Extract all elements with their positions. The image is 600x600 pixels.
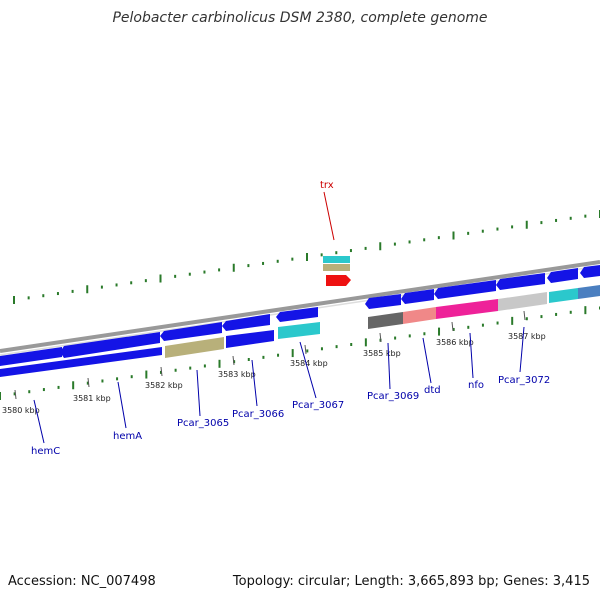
trx-label-line <box>323 191 335 241</box>
gene-feature-lower-3[interactable] <box>226 330 274 348</box>
gene-feature-upper-4[interactable] <box>222 314 270 331</box>
backbone-line-outer <box>0 260 600 353</box>
gene-label-hemA[interactable]: hemA <box>113 431 142 442</box>
genome-summary-text: Topology: circular; Length: 3,665,893 bp… <box>232 574 590 589</box>
kbp-label-3584: 3584 kbp <box>290 359 328 368</box>
gene-feature-cyan-2[interactable] <box>549 288 578 303</box>
gene-feature-upper-11[interactable] <box>580 265 600 278</box>
gene-feature-gray[interactable] <box>368 312 403 329</box>
gene-feature-lightgray[interactable] <box>498 292 547 311</box>
gene-label-Pcar_3072[interactable]: Pcar_3072 <box>498 375 550 386</box>
figure-title: Pelobacter carbinolicus DSM 2380, comple… <box>112 10 488 26</box>
trx-red-arrow[interactable] <box>326 275 351 286</box>
gene-label-Pcar_3067[interactable]: Pcar_3067 <box>292 400 344 411</box>
gene-feature-salmon[interactable] <box>403 307 436 324</box>
trx-cyan-box[interactable] <box>323 256 350 263</box>
kbp-label-3580: 3580 kbp <box>2 406 40 415</box>
trx-stack <box>323 191 351 286</box>
lower-strand-genes <box>0 285 600 377</box>
kbp-label-3582: 3582 kbp <box>145 381 183 390</box>
accession-text: Accession: NC_007498 <box>8 574 156 589</box>
gene-feature-cyan[interactable] <box>278 322 320 339</box>
kbp-label-3581: 3581 kbp <box>73 394 111 403</box>
lower-tick-track <box>0 306 600 400</box>
gene-label-trx[interactable]: trx <box>320 180 334 191</box>
gene-feature-pink[interactable] <box>436 299 498 319</box>
gene-feature-lower-olive[interactable] <box>165 337 224 358</box>
gene-feature-upper-6[interactable] <box>365 294 401 309</box>
gene-label-dtd[interactable]: dtd <box>424 385 441 396</box>
gene-feature-upper-5[interactable] <box>276 307 318 322</box>
gene-feature-lower-1[interactable] <box>0 347 162 377</box>
gene-label-lines <box>33 326 525 444</box>
gene-label-Pcar_3066[interactable]: Pcar_3066 <box>232 409 284 420</box>
gene-feature-upper-3[interactable] <box>160 322 222 341</box>
gene-feature-upper-8[interactable] <box>434 280 496 299</box>
gene-label-Pcar_3069[interactable]: Pcar_3069 <box>367 391 419 402</box>
gene-label-hemC[interactable]: hemC <box>31 446 60 457</box>
kbp-label-3586: 3586 kbp <box>436 338 474 347</box>
gene-feature-upper-9[interactable] <box>496 273 545 290</box>
gene-feature-upper-2[interactable] <box>60 332 160 358</box>
gene-feature-upper-10[interactable] <box>547 268 578 283</box>
trx-olive-box[interactable] <box>323 264 350 271</box>
gene-feature-upper-1[interactable] <box>0 347 62 366</box>
kbp-ticks <box>14 310 526 400</box>
kbp-label-3587: 3587 kbp <box>508 332 546 341</box>
gene-label-nfo[interactable]: nfo <box>468 380 484 391</box>
kbp-label-3585: 3585 kbp <box>363 349 401 358</box>
kbp-label-3583: 3583 kbp <box>218 370 256 379</box>
gene-label-Pcar_3065[interactable]: Pcar_3065 <box>177 418 229 429</box>
upper-strand-genes <box>0 265 600 366</box>
upper-tick-track <box>13 210 600 304</box>
gene-feature-steelblue[interactable] <box>578 285 600 299</box>
gene-feature-upper-7[interactable] <box>401 289 434 304</box>
